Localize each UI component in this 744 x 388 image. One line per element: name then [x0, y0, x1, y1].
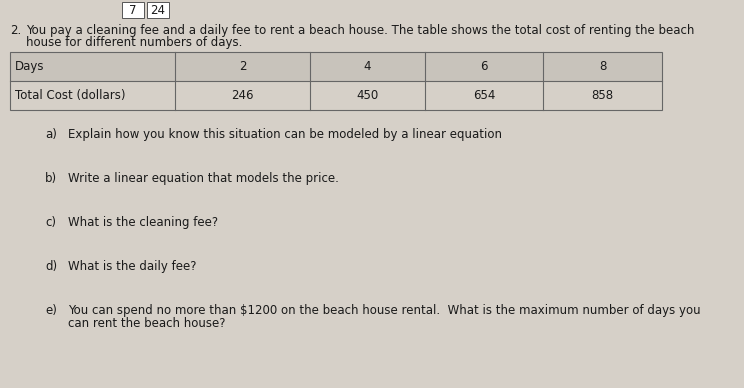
Text: You pay a cleaning fee and a daily fee to rent a beach house. The table shows th: You pay a cleaning fee and a daily fee t… — [26, 24, 694, 37]
Text: 858: 858 — [591, 89, 614, 102]
Text: 2: 2 — [239, 60, 246, 73]
Text: 654: 654 — [473, 89, 496, 102]
Text: What is the daily fee?: What is the daily fee? — [68, 260, 196, 273]
Text: 450: 450 — [356, 89, 379, 102]
Text: Days: Days — [15, 60, 45, 73]
Bar — [10, 52, 662, 81]
Text: You can spend no more than $1200 on the beach house rental.  What is the maximum: You can spend no more than $1200 on the … — [68, 304, 701, 317]
Text: 8: 8 — [599, 60, 606, 73]
Text: 6: 6 — [480, 60, 488, 73]
Text: 246: 246 — [231, 89, 254, 102]
Text: 7: 7 — [129, 5, 137, 17]
Text: b): b) — [45, 172, 57, 185]
Text: Total Cost (dollars): Total Cost (dollars) — [15, 89, 126, 102]
Text: d): d) — [45, 260, 57, 273]
Bar — [10, 52, 662, 110]
Text: a): a) — [45, 128, 57, 141]
Text: Explain how you know this situation can be modeled by a linear equation: Explain how you know this situation can … — [68, 128, 502, 141]
Text: e): e) — [45, 304, 57, 317]
Text: 2.: 2. — [10, 24, 22, 37]
Text: house for different numbers of days.: house for different numbers of days. — [26, 36, 243, 49]
Text: c): c) — [45, 216, 56, 229]
Text: can rent the beach house?: can rent the beach house? — [68, 317, 225, 330]
FancyBboxPatch shape — [122, 2, 144, 18]
Text: Write a linear equation that models the price.: Write a linear equation that models the … — [68, 172, 339, 185]
Text: 4: 4 — [364, 60, 371, 73]
Text: What is the cleaning fee?: What is the cleaning fee? — [68, 216, 218, 229]
FancyBboxPatch shape — [147, 2, 169, 18]
Text: 24: 24 — [150, 5, 165, 17]
